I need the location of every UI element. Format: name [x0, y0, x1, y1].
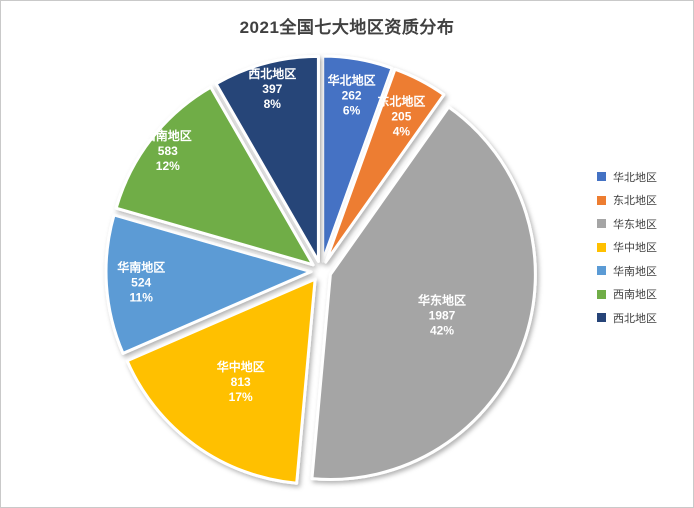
legend-label: 华南地区: [613, 265, 657, 278]
pie-slice-south-china[interactable]: [104, 213, 313, 355]
legend-item-south-china[interactable]: 华南地区: [597, 259, 657, 283]
pie-slice-northwest-china[interactable]: [214, 54, 320, 263]
legend-item-central-china[interactable]: 华中地区: [597, 236, 657, 260]
chart-title: 2021全国七大地区资质分布: [239, 18, 455, 37]
legend-swatch-northwest-china: [597, 313, 606, 323]
legend-label: 华北地区: [613, 171, 657, 184]
pie-slice-southwest-china[interactable]: [114, 85, 315, 267]
pie-slice-north-china[interactable]: [321, 54, 394, 263]
legend-swatch-south-china: [597, 266, 606, 276]
legend-label: 东北地区: [613, 195, 657, 208]
pie-slice-northeast-china[interactable]: [324, 67, 446, 264]
legend-swatch-southwest-china: [597, 289, 606, 299]
pie-slice-east-china[interactable]: [310, 105, 537, 481]
legend-swatch-north-china: [597, 172, 606, 182]
legend-item-north-china[interactable]: 华北地区: [597, 165, 657, 189]
legend-item-southwest-china[interactable]: 西南地区: [597, 283, 657, 307]
legend-swatch-central-china: [597, 242, 606, 252]
legend: 华北地区东北地区华东地区华中地区华南地区西南地区西北地区: [597, 165, 657, 330]
legend-label: 华东地区: [613, 218, 657, 231]
legend-item-northeast-china[interactable]: 东北地区: [597, 189, 657, 213]
legend-label: 西北地区: [613, 312, 657, 325]
legend-swatch-northeast-china: [597, 195, 606, 205]
legend-swatch-east-china: [597, 219, 606, 229]
legend-item-east-china[interactable]: 华东地区: [597, 212, 657, 236]
pie-slice-central-china[interactable]: [125, 277, 317, 485]
legend-item-northwest-china[interactable]: 西北地区: [597, 306, 657, 330]
legend-label: 西南地区: [613, 289, 657, 302]
legend-label: 华中地区: [613, 242, 657, 255]
